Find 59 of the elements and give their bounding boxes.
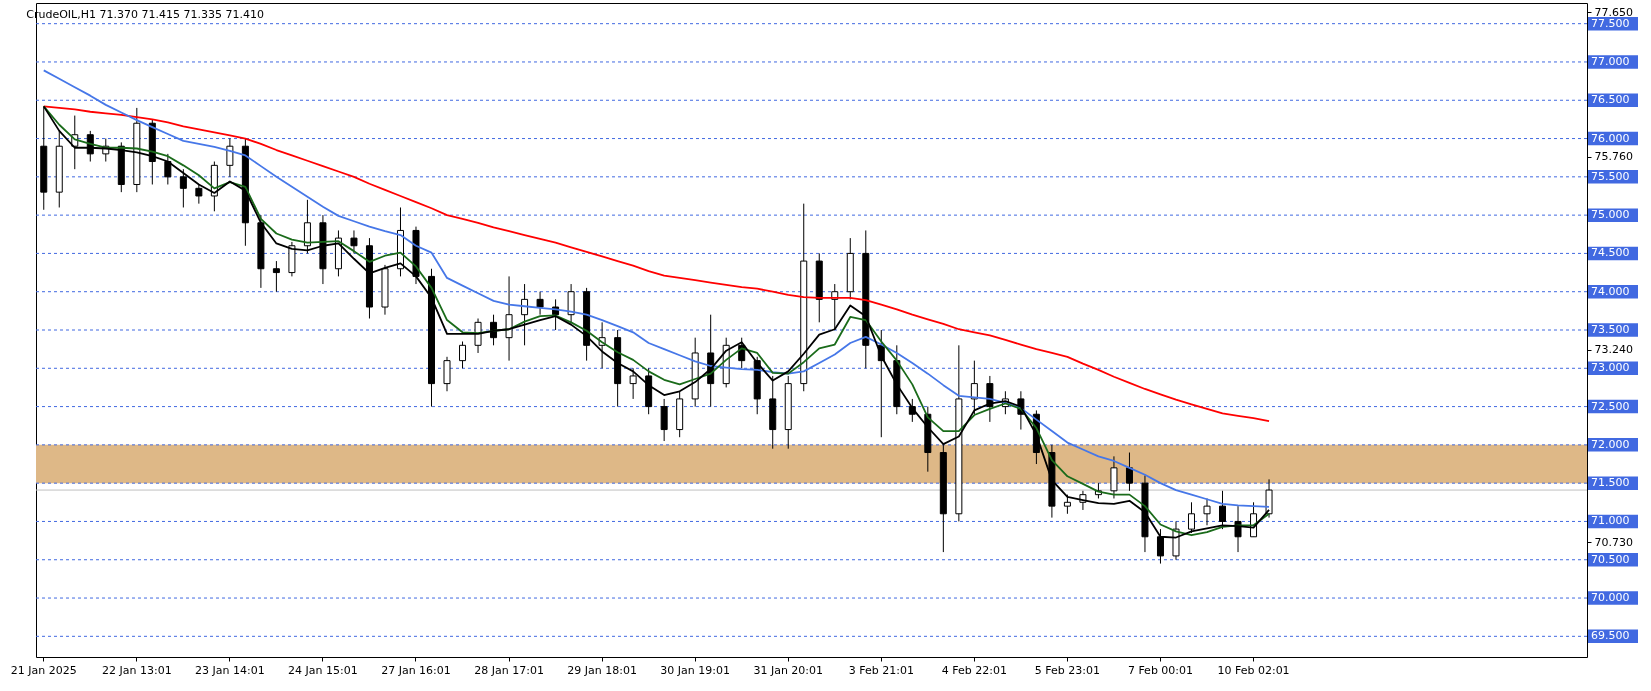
candlestick — [660, 398, 668, 442]
x-tick-label: 24 Jan 15:01 — [288, 663, 358, 677]
ref-line-label: 70.000 — [1591, 591, 1630, 605]
candlestick — [195, 184, 203, 205]
candlestick — [272, 260, 280, 293]
ref-line-label: 70.500 — [1591, 552, 1630, 566]
ref-line-label: 76.000 — [1591, 131, 1630, 145]
ref-line-label: 69.500 — [1591, 629, 1630, 643]
candlestick — [970, 360, 978, 415]
ref-line-label: 71.000 — [1591, 514, 1630, 528]
ref-line-label: 75.500 — [1591, 169, 1630, 183]
candlestick — [505, 275, 513, 362]
candlestick — [443, 356, 451, 392]
ref-line-label: 74.500 — [1591, 246, 1630, 260]
ref-line-label: 75.000 — [1591, 208, 1630, 222]
x-tick-label: 28 Jan 17:01 — [474, 663, 544, 677]
ref-line-label: 77.000 — [1591, 54, 1630, 68]
candlestick — [164, 153, 172, 185]
candlestick — [1063, 494, 1071, 515]
candlestick — [1219, 490, 1227, 530]
ref-line-label: 72.500 — [1591, 399, 1630, 413]
x-tick-label: 22 Jan 13:01 — [101, 663, 172, 677]
ref-line-label: 73.000 — [1591, 361, 1630, 375]
ref-line-label: 71.500 — [1591, 476, 1630, 490]
candlestick — [350, 229, 358, 254]
y-tick-label: 75.760 — [1594, 150, 1633, 164]
y-tick-label: 77.650 — [1594, 5, 1633, 19]
ref-line-label: 76.500 — [1591, 93, 1630, 107]
candlestick — [1110, 455, 1118, 499]
x-tick-label: 30 Jan 19:01 — [660, 663, 730, 677]
candlestick — [303, 199, 311, 254]
ref-line-label: 74.000 — [1591, 284, 1630, 298]
x-tick-label: 27 Jan 16:01 — [381, 663, 451, 677]
candlestick — [629, 367, 637, 400]
y-tick-label: 70.730 — [1594, 535, 1633, 549]
candlestick — [567, 283, 575, 323]
x-tick-label: 3 Feb 21:01 — [848, 663, 914, 677]
candlestick — [536, 291, 544, 316]
x-tick-label: 29 Jan 18:01 — [567, 663, 637, 677]
x-tick-label: 23 Jan 14:01 — [195, 663, 265, 677]
ref-line-label: 73.500 — [1591, 323, 1630, 336]
x-tick-label: 7 Feb 00:01 — [1127, 663, 1194, 677]
candlestick — [179, 168, 187, 208]
x-tick-label: 31 Jan 20:01 — [753, 663, 824, 677]
x-tick-label: 5 Feb 23:01 — [1034, 663, 1100, 677]
candlestick — [1125, 452, 1133, 492]
ref-line-label: 77.500 — [1591, 16, 1630, 30]
y-tick-label: 73.240 — [1594, 343, 1633, 357]
candlestick — [1203, 497, 1211, 526]
line-series — [42, 105, 1270, 423]
candlestick — [226, 138, 234, 178]
ref-line-label: 72.000 — [1591, 437, 1630, 451]
candlestick — [474, 318, 482, 354]
x-tick-label: 4 Feb 22:01 — [941, 663, 1007, 677]
x-tick-label: 10 Feb 02:01 — [1217, 663, 1290, 677]
candlestick — [986, 375, 994, 423]
candlestick — [1188, 501, 1195, 534]
x-tick-label: 21 Jan 2025 — [10, 663, 77, 677]
candlestick — [459, 340, 467, 369]
